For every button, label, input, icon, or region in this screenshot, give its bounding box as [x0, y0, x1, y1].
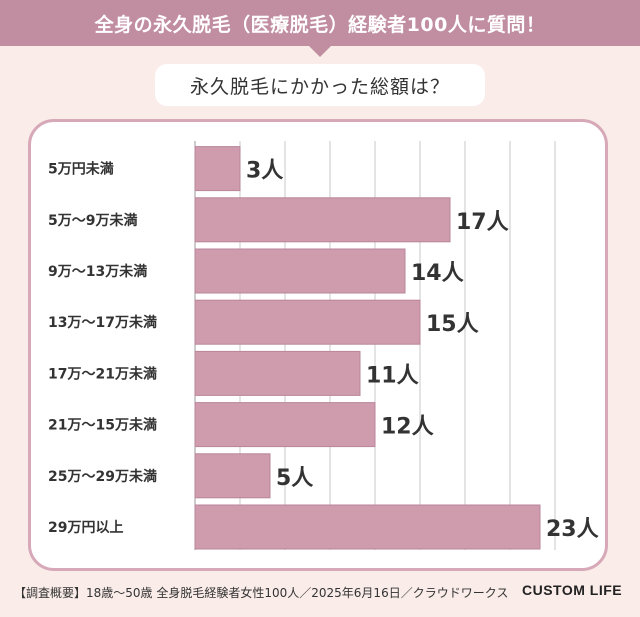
category-label: 17万〜21万未満: [48, 365, 157, 382]
category-label: 13万〜17万未満: [48, 314, 157, 331]
data-label: 14人: [411, 261, 464, 286]
category-label: 25万〜29万未満: [48, 468, 157, 485]
bar: [194, 402, 376, 448]
bar: [194, 197, 451, 243]
bar: [194, 504, 541, 550]
bar: [194, 146, 241, 192]
data-label: 17人: [456, 210, 509, 235]
data-label: 23人: [546, 517, 599, 542]
bar: [194, 453, 271, 499]
category-label: 21万〜15万未満: [48, 417, 157, 434]
data-label: 12人: [381, 415, 434, 440]
question-box: 永久脱毛にかかった総額は？: [155, 64, 485, 106]
page-title: 全身の永久脱毛（医療脱毛）経験者100人に質問！: [94, 13, 546, 36]
title-banner: 全身の永久脱毛（医療脱毛）経験者100人に質問！: [0, 0, 640, 46]
category-label: 9万〜13万未満: [48, 263, 147, 280]
data-label: 15人: [426, 312, 479, 337]
data-label: 5人: [276, 466, 313, 491]
data-label: 11人: [366, 363, 419, 388]
brand-logo: CUSTOM LIFE: [522, 582, 623, 598]
chart-panel: [28, 119, 608, 571]
data-label: 3人: [246, 159, 283, 184]
category-label: 5万〜9万未満: [48, 212, 137, 229]
bar: [194, 350, 361, 396]
survey-note: 【調査概要】18歳〜50歳 全身脱毛経験者女性100人／2025年6月16日／ク…: [14, 586, 509, 600]
banner-pointer: [308, 45, 332, 57]
category-label: 5万円未満: [48, 161, 114, 178]
question-text: 永久脱毛にかかった総額は？: [189, 75, 450, 98]
category-label: 29万円以上: [48, 520, 123, 536]
bar: [194, 299, 421, 345]
bar: [194, 248, 406, 294]
